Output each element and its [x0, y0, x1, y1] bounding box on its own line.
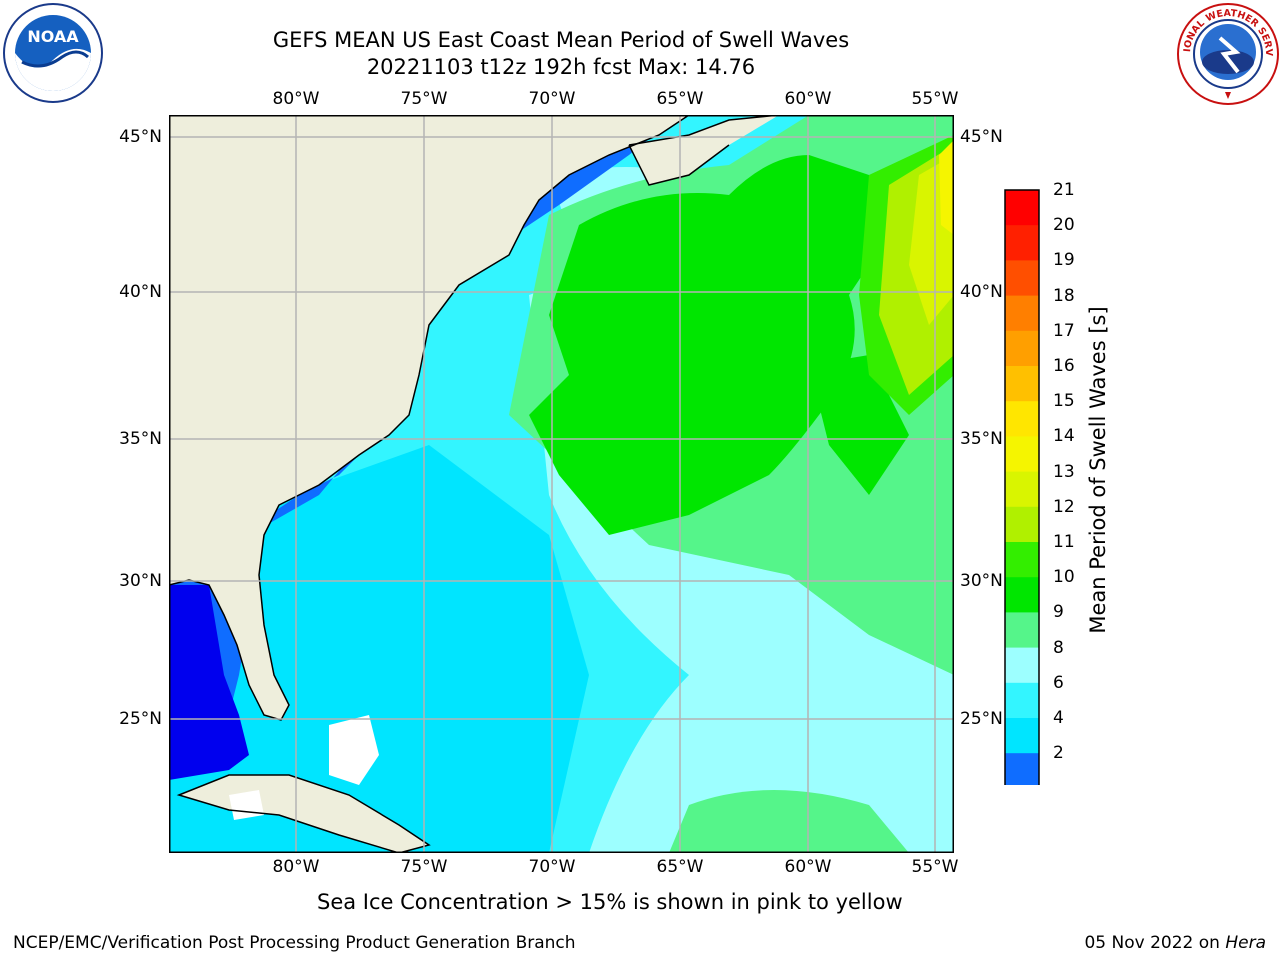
lon-label-top: 80°W [272, 89, 320, 109]
colorbar-tick-label: 8 [1053, 637, 1064, 658]
swell-period-map [169, 115, 954, 853]
lon-label-top: 55°W [911, 89, 959, 109]
swell-zone-below-2 [169, 585, 249, 780]
colorbar-segment [1005, 366, 1039, 402]
colorbar-tick-label: 14 [1053, 426, 1075, 447]
lon-label-bottom: 60°W [784, 857, 832, 877]
colorbar-tick-label: 9 [1053, 602, 1064, 623]
lat-label-right: 30°N [960, 571, 1003, 591]
colorbar-outline [1004, 189, 1040, 785]
colorbar-tick-label: 16 [1053, 356, 1075, 376]
colorbar-segment [1005, 295, 1039, 332]
footer-host: Hera [1225, 933, 1266, 953]
colorbar-segment [1005, 718, 1039, 754]
lat-label-right: 35°N [960, 429, 1003, 449]
lat-label-left: 40°N [119, 282, 162, 302]
colorbar [1004, 189, 1040, 785]
graticule [169, 115, 954, 853]
nws-logo-icon: NATIONAL WEATHER SERVICE [1176, 2, 1279, 105]
lat-label-right: 25°N [960, 709, 1003, 729]
colorbar-segment [1005, 753, 1039, 785]
swell-zone-4-6 [169, 445, 589, 853]
colorbar-segment [1005, 436, 1039, 473]
colorbar-segment [1005, 542, 1039, 578]
coastline-cuba [176, 774, 431, 853]
colorbar-tick-label: 13 [1053, 461, 1075, 482]
colorbar-tick-label: 12 [1053, 496, 1075, 517]
footer-date: 05 Nov 2022 on Hera [1084, 933, 1266, 953]
colorbar-segment [1005, 682, 1039, 719]
colorbar-segment [1005, 190, 1039, 226]
footer-credit: NCEP/EMC/Verification Post Processing Pr… [13, 933, 576, 953]
noaa-logo-icon: NOAA [3, 3, 103, 103]
colorbar-segment [1005, 401, 1039, 437]
colorbar-segment [1005, 471, 1039, 508]
map-border [169, 115, 954, 853]
coastline-nova-scotia [628, 115, 780, 186]
lon-label-bottom: 80°W [272, 857, 320, 877]
land-nova-scotia [629, 115, 779, 185]
colorbar-segment [1005, 260, 1039, 297]
colorbar-tick-label: 19 [1053, 250, 1075, 271]
lon-label-bottom: 55°W [911, 857, 959, 877]
colorbar-tick-label: 18 [1053, 285, 1075, 306]
lon-label-top: 70°W [528, 89, 576, 109]
map-title: GEFS MEAN US East Coast Mean Period of S… [272, 28, 850, 52]
colorbar-label: Mean Period of Swell Waves [s] [1086, 306, 1110, 634]
lon-label-top: 60°W [784, 89, 832, 109]
land-north-america [169, 115, 689, 720]
swell-zone-9-10-south [669, 790, 909, 853]
lat-label-right: 45°N [960, 127, 1003, 147]
footer-date-text: 05 Nov 2022 on [1084, 933, 1220, 953]
colorbar-segment [1005, 330, 1039, 367]
colorbar-segment [1005, 647, 1039, 684]
lon-label-top: 75°W [400, 89, 448, 109]
lat-label-left: 35°N [119, 429, 162, 449]
lon-label-top: 65°W [656, 89, 704, 109]
lon-label-bottom: 65°W [656, 857, 704, 877]
colorbar-tick-label: 6 [1053, 672, 1064, 693]
lon-label-bottom: 70°W [528, 857, 576, 877]
lat-label-left: 25°N [119, 709, 162, 729]
colorbar-segment [1005, 612, 1039, 649]
colorbar-tick-label: 10 [1053, 567, 1075, 588]
coastline [169, 115, 690, 721]
colorbar-segments [1004, 189, 1040, 785]
sea-ice-note: Sea Ice Concentration > 15% is shown in … [317, 890, 903, 914]
colorbar-tick-label: 21 [1053, 180, 1075, 200]
colorbar-tick-label: 17 [1053, 320, 1075, 341]
colorbar-tick-label: 2 [1053, 743, 1064, 764]
lat-label-right: 40°N [960, 282, 1003, 302]
colorbar-segment [1005, 506, 1039, 543]
colorbar-tick-label: 20 [1053, 215, 1075, 236]
swell-zone-10-11 [529, 155, 889, 535]
lat-label-left: 30°N [119, 571, 162, 591]
colorbar-segment [1005, 577, 1039, 613]
colorbar-tick-label: 4 [1053, 708, 1064, 728]
colorbar-tick-label: 15 [1053, 391, 1075, 412]
swell-zone-14-15 [939, 140, 954, 235]
colorbar-tick-label: 11 [1053, 532, 1075, 552]
map-subtitle: 20221103 t12z 192h fcst Max: 14.76 [366, 55, 756, 79]
colorbar-segment [1005, 225, 1039, 261]
bahamas-bank [329, 715, 379, 785]
cuba-bank [229, 790, 264, 820]
lon-label-bottom: 75°W [400, 857, 448, 877]
lat-label-left: 45°N [119, 127, 162, 147]
noaa-logo-text: NOAA [27, 27, 79, 46]
